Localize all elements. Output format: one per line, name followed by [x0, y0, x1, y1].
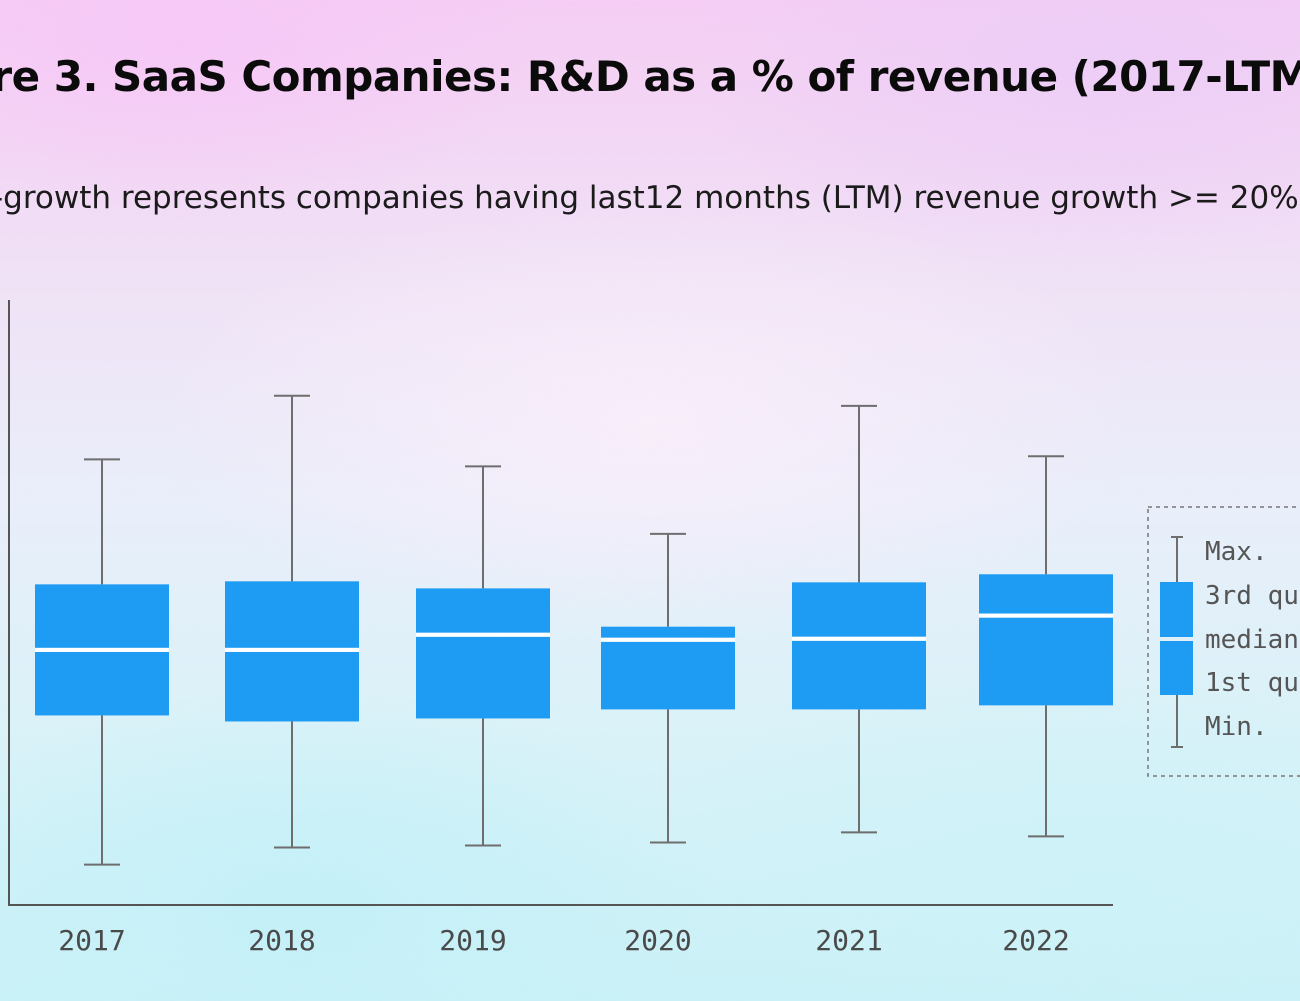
x-tick-label: 2021: [815, 924, 882, 957]
legend-box-upper: [1160, 582, 1193, 637]
chart-title: ure 3. SaaS Companies: R&D as a % of rev…: [0, 52, 1300, 101]
legend-frame: [1147, 506, 1300, 777]
box-lower: [225, 651, 359, 722]
box-lower: [416, 636, 550, 719]
box-2020: [601, 532, 735, 844]
box-lower: [979, 617, 1113, 706]
legend-label-max: Max.: [1205, 537, 1268, 567]
legend-label-min: Min.: [1205, 712, 1268, 742]
x-tick-label: 2018: [248, 924, 315, 957]
box-2019: [416, 465, 550, 847]
box-upper: [979, 574, 1113, 614]
box-2018: [225, 394, 359, 849]
x-tick-label: 2022: [1002, 924, 1069, 957]
box-lower: [601, 641, 735, 710]
box-upper: [35, 584, 169, 648]
box-upper: [601, 626, 735, 638]
box-lower: [792, 640, 926, 710]
box-2022: [979, 455, 1113, 838]
box-lower: [35, 651, 169, 716]
legend-label-median: median: [1205, 625, 1299, 655]
legend-box-lower: [1160, 641, 1193, 695]
chart-subtitle: -growth represents companies having last…: [0, 180, 1300, 216]
box-upper: [792, 582, 926, 637]
x-tick-label: 2019: [439, 924, 506, 957]
x-tick-label: 2020: [624, 924, 691, 957]
legend-label-q3: 3rd qua: [1205, 581, 1300, 611]
box-2017: [35, 458, 169, 866]
box-upper: [416, 588, 550, 633]
legend: Max. 3rd qua median 1st qua Min.: [1147, 506, 1300, 777]
x-tick-label: 2017: [58, 924, 125, 957]
legend-label-q1: 1st qua: [1205, 668, 1300, 698]
box-2021: [792, 404, 926, 834]
box-upper: [225, 581, 359, 648]
